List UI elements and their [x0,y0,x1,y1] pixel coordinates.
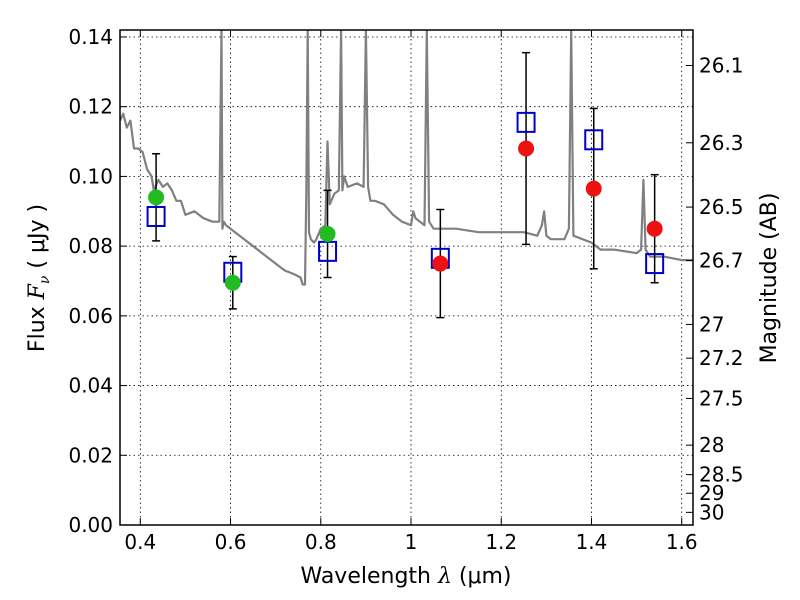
x-tick-label: 1.6 [666,530,698,554]
plot-area [120,30,693,319]
model-photometry-point [516,111,536,133]
right-tick-label: 26.7 [699,249,744,273]
grid [120,30,693,526]
y-axis-label-symbol: F [25,283,50,300]
y-axis-label: Flux Fν ( μJy ) [25,204,53,352]
right-tick-label: 28 [699,433,724,457]
x-tick-label: 0.4 [124,530,156,554]
x-axis-label: Wavelength λ (μm) [300,564,511,589]
observed-flux-point [224,274,241,291]
y-tick-label: 0.00 [68,513,113,537]
x-tick-label: 0.8 [305,530,337,554]
x-axis-label-unit: (μm) [452,564,512,589]
right-tick-label: 27.2 [699,346,744,370]
right-tick-label: 27.5 [699,386,744,410]
x-axis-label-symbol: λ [437,564,452,589]
model-photometry-point [146,205,166,227]
x-axis-label-prefix: Wavelength [300,564,438,589]
right-tick-label: 29 [699,481,724,505]
observed-flux-point [518,140,535,157]
y-tick-label: 0.12 [68,95,113,119]
y-axis-label-unit: ( μJy ) [25,204,50,276]
observed-flux-point [585,180,602,197]
right-tick-label: 26.5 [699,195,744,219]
right-tick-label: 28.5 [699,463,744,487]
y-tick-label: 0.02 [68,443,113,467]
right-tick-label: 30 [699,500,724,524]
model-photometry-point [584,129,604,151]
model-spectrum-line [120,30,693,286]
axis-ticks: 0.4 0.6 0.8 1 1.2 1.4 1.6 0.00 0.02 0.04 0.06 0.08 0… [68,25,743,554]
x-tick-label: 1.2 [485,530,517,554]
y-tick-label: 0.14 [68,25,113,49]
y-tick-label: 0.08 [68,234,113,258]
right-tick-label: 26.3 [699,131,744,155]
y-tick-label: 0.10 [68,164,113,188]
observed-flux-point [319,225,336,242]
x-tick-label: 1 [405,530,418,554]
y-axis-label-subscript: ν [37,275,53,284]
model-photometry-point [645,253,665,275]
y-tick-label: 0.04 [68,374,113,398]
x-tick-label: 0.6 [215,530,247,554]
plot-frame [119,29,694,526]
x-tick-label: 1.4 [576,530,608,554]
right-tick-label: 26.1 [699,53,744,77]
observed-flux-point [148,189,165,206]
observed-flux-point [646,220,663,237]
right-tick-label: 27 [699,312,724,336]
y-axis-label-prefix: Flux [25,299,50,352]
right-axis-label: Magnitude (AB) [757,193,782,364]
y-tick-label: 0.06 [68,304,113,328]
observed-flux-point [432,255,449,272]
